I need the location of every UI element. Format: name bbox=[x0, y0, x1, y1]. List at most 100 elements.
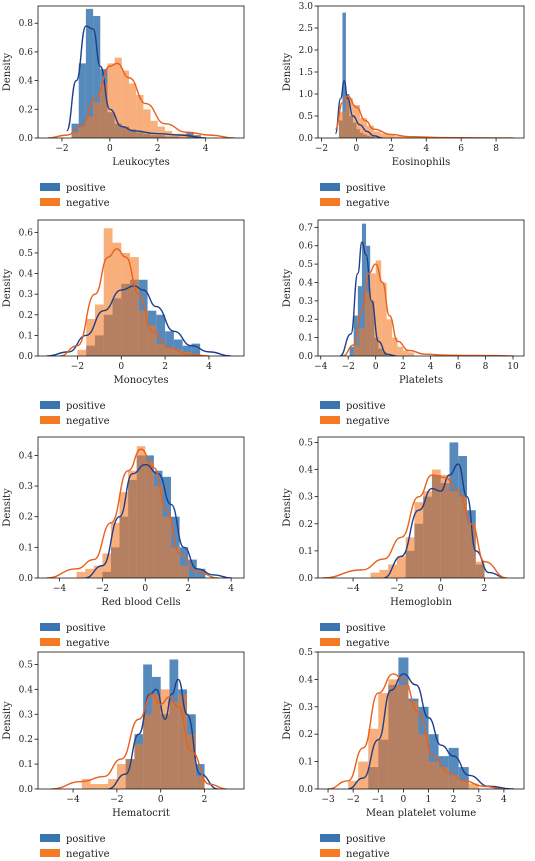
axes-frame bbox=[37, 436, 245, 579]
histogram-bar-negative bbox=[431, 469, 441, 578]
y-tick-label: 0.5 bbox=[299, 648, 314, 658]
axes-frame bbox=[37, 5, 245, 139]
legend: positive negative bbox=[320, 401, 390, 427]
legend-label: positive bbox=[346, 401, 386, 412]
histogram-bar-negative bbox=[103, 228, 113, 356]
histogram-bar-positive bbox=[361, 223, 367, 356]
histogram-bar-negative bbox=[467, 523, 476, 578]
kde-line-positive bbox=[66, 25, 206, 138]
histogram-bar-negative bbox=[162, 516, 172, 578]
y-tick-label: 0.4 bbox=[19, 685, 34, 695]
histogram-bar-negative bbox=[136, 446, 146, 578]
legend-swatch-negative bbox=[320, 198, 340, 206]
legend-swatch-negative bbox=[40, 638, 60, 646]
histogram-bar-negative bbox=[114, 57, 122, 138]
chart-panel: −4 −2 0 2 4 6 8 10 0.0 0.1 0.2 0.3 0.4 0.5 0.6 0.7 Plate… bbox=[282, 219, 525, 427]
histogram-bar-negative bbox=[345, 98, 353, 138]
y-tick-label: 0.7 bbox=[299, 223, 314, 233]
x-tick-label: −2 bbox=[390, 584, 403, 594]
histogram-bar-negative bbox=[151, 694, 161, 789]
histogram-bar-negative bbox=[375, 260, 382, 356]
histogram-bar-positive bbox=[353, 315, 358, 356]
kde-line-positive bbox=[348, 673, 514, 789]
x-tick-label: 4 bbox=[501, 795, 507, 805]
legend: positive negative bbox=[40, 834, 110, 860]
legend-label: positive bbox=[346, 623, 386, 634]
y-axis-label: Density bbox=[2, 52, 13, 91]
y-tick-label: 0.1 bbox=[299, 547, 313, 557]
histogram-bar-negative bbox=[179, 565, 189, 578]
histogram-bar-negative bbox=[128, 470, 137, 578]
legend-label: negative bbox=[66, 198, 110, 209]
histogram-bar-negative bbox=[394, 136, 402, 138]
histogram-bar-negative bbox=[94, 304, 104, 356]
x-tick-label: −2 bbox=[342, 362, 355, 372]
chart-panel: −3 −2 −1 0 1 2 3 4 0.0 0.1 0.2 0.3 0.4 0.5 Mean platel… bbox=[282, 648, 525, 860]
histogram-bar-negative bbox=[401, 137, 409, 138]
histogram-bar-negative bbox=[338, 111, 346, 138]
y-tick-label: 0.5 bbox=[299, 112, 314, 122]
histogram-bar-negative bbox=[359, 328, 365, 356]
histogram-bar-negative bbox=[100, 83, 108, 138]
histogram-bar-negative bbox=[475, 561, 485, 578]
legend-swatch-negative bbox=[40, 198, 60, 206]
kde-line-negative bbox=[59, 248, 209, 356]
histogram-bar-negative bbox=[145, 461, 154, 578]
y-tick-label: 0.3 bbox=[299, 703, 314, 713]
axes-frame bbox=[37, 651, 245, 790]
histogram-bar-positive bbox=[448, 747, 459, 789]
histogram-bar-negative bbox=[143, 714, 152, 789]
histogram-bar-negative bbox=[348, 780, 359, 789]
y-tick-label: 1.5 bbox=[299, 68, 314, 78]
histogram-bar-positive bbox=[93, 16, 101, 138]
legend-label: positive bbox=[66, 834, 106, 845]
kde-line-negative bbox=[51, 693, 227, 789]
histogram-bar-negative bbox=[448, 775, 459, 789]
histogram-bar-negative bbox=[449, 491, 459, 578]
x-tick-label: 4 bbox=[203, 144, 209, 154]
histogram-bar-negative bbox=[386, 319, 393, 356]
chart-panel: −2 0 2 4 0.0 0.2 0.4 0.6 0.8 Leukocytes Density pos… bbox=[2, 5, 245, 209]
y-tick-label: 0.0 bbox=[19, 574, 34, 584]
legend-label: negative bbox=[346, 638, 390, 649]
legend-swatch-negative bbox=[40, 416, 60, 424]
y-tick-label: 0.3 bbox=[299, 297, 314, 307]
y-tick-label: 0.3 bbox=[299, 493, 314, 503]
x-tick-label: 2 bbox=[155, 144, 161, 154]
histogram-bar-negative bbox=[440, 474, 450, 578]
x-tick-label: −1 bbox=[372, 795, 385, 805]
x-tick-label: 6 bbox=[455, 362, 461, 372]
plot-area bbox=[328, 657, 514, 789]
y-tick-label: 0.0 bbox=[299, 574, 314, 584]
histogram-bar-negative bbox=[121, 70, 130, 138]
x-tick-label: 8 bbox=[483, 362, 489, 372]
histogram-bar-positive bbox=[349, 346, 354, 356]
histogram-bar-negative bbox=[147, 325, 157, 356]
histogram-bar-negative bbox=[99, 784, 109, 789]
y-axis-label: Density bbox=[282, 488, 293, 527]
y-tick-label: 0.5 bbox=[299, 438, 314, 448]
x-tick-label: 6 bbox=[458, 144, 464, 154]
kde-line-negative bbox=[342, 263, 514, 356]
plot-area bbox=[46, 446, 232, 578]
x-tick-label: −4 bbox=[314, 362, 328, 372]
plot-area bbox=[334, 12, 514, 138]
y-tick-label: 0.0 bbox=[19, 785, 34, 795]
y-tick-label: 0.0 bbox=[299, 785, 314, 795]
kde-line-positive bbox=[108, 678, 218, 789]
legend-label: positive bbox=[66, 623, 106, 634]
histogram-bar-negative bbox=[438, 767, 449, 789]
kde-line-negative bbox=[328, 673, 504, 789]
legend-label: positive bbox=[66, 401, 106, 412]
x-tick-label: −2 bbox=[55, 144, 68, 154]
histogram-bar-negative bbox=[86, 318, 95, 356]
histogram-bar-negative bbox=[110, 522, 120, 578]
histogram-bar-negative bbox=[93, 565, 103, 578]
histogram-bar-negative bbox=[157, 126, 165, 138]
x-tick-label: 2 bbox=[388, 144, 394, 154]
y-tick-label: 0.1 bbox=[19, 760, 33, 770]
y-axis-label: Density bbox=[2, 701, 13, 740]
histogram-bar-negative bbox=[85, 568, 94, 578]
y-tick-label: 0.4 bbox=[19, 270, 34, 280]
y-tick-label: 0.1 bbox=[19, 543, 33, 553]
